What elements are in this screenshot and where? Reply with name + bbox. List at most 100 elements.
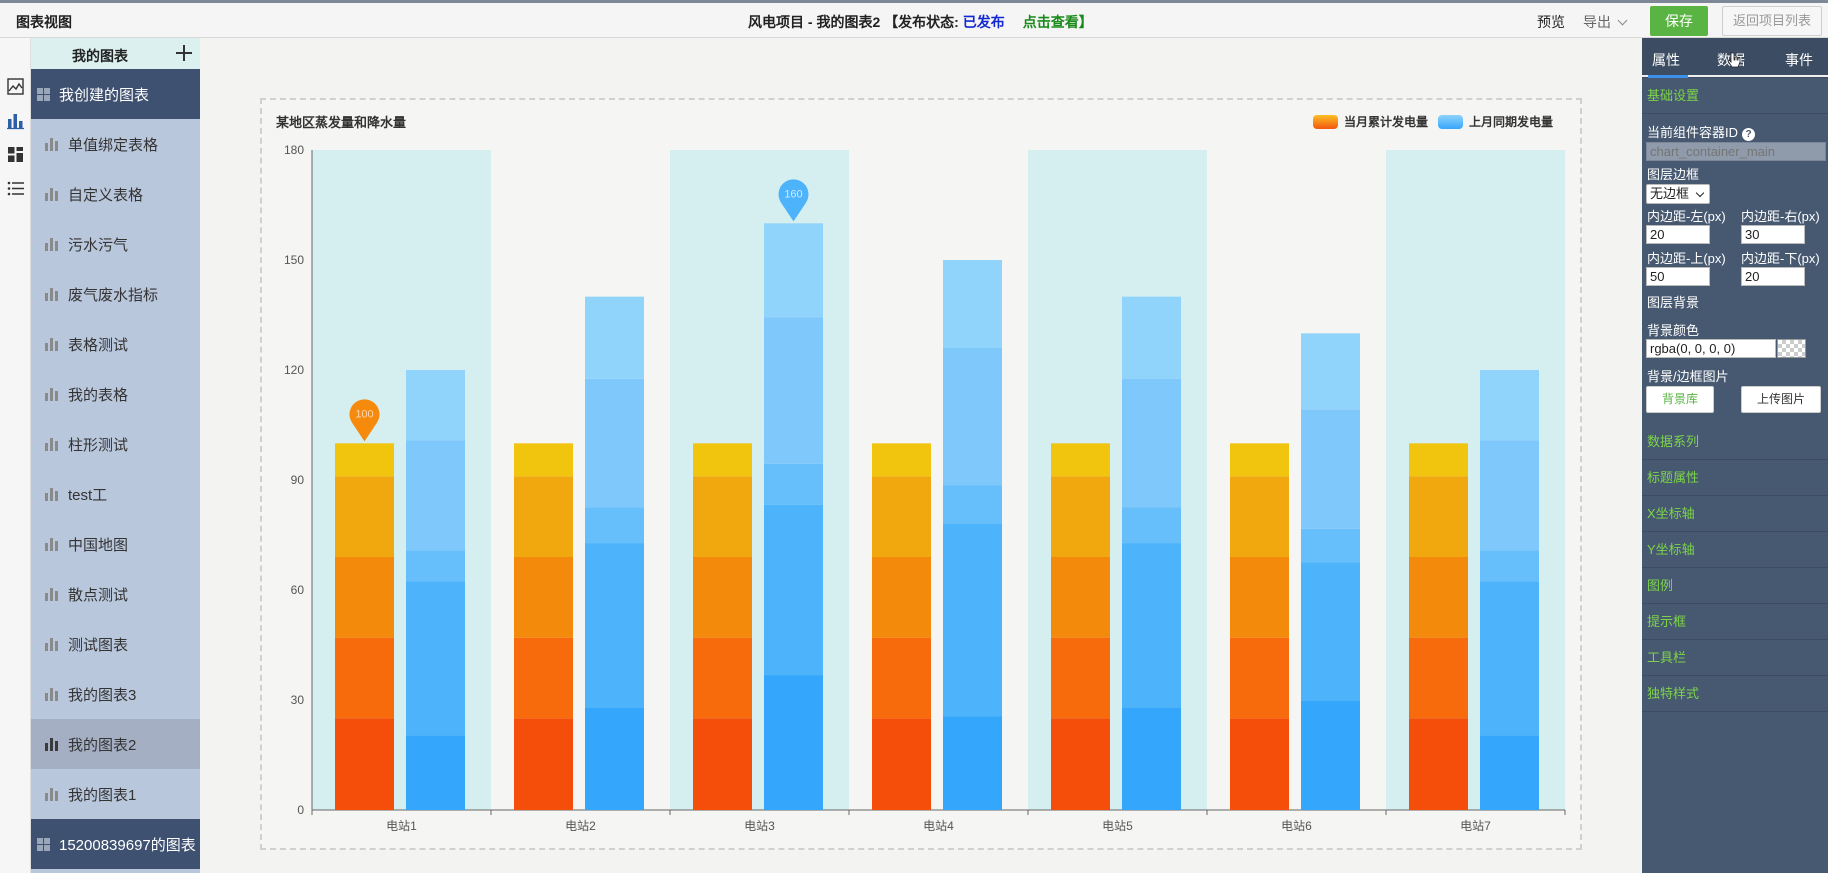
group-other-user-charts[interactable]: 15200839697的图表	[31, 819, 200, 869]
chart-list-item[interactable]: 我的图表2	[31, 719, 200, 769]
section-title-properties[interactable]: 标题属性	[1642, 460, 1828, 496]
bar-series-1[interactable]	[872, 443, 931, 810]
marker-pin[interactable]	[778, 179, 809, 222]
project-title: 风电项目 - 我的图表2 【发布状态: 已发布 点击查看】	[748, 12, 1093, 32]
chart-list-item[interactable]: 我的图表1	[31, 769, 200, 819]
bar-series-2[interactable]	[943, 260, 1002, 810]
bar-segment	[1122, 296, 1181, 379]
legend-item-series-2[interactable]: 上月同期发电量	[1438, 113, 1553, 130]
bar-segment	[872, 637, 931, 719]
chart-list-item[interactable]: 单值绑定表格	[31, 119, 200, 169]
y-tick-label: 120	[284, 363, 304, 377]
bar-series-1[interactable]	[1409, 443, 1468, 810]
group-my-created-charts[interactable]: 我创建的图表	[31, 69, 200, 119]
marker-label: 100	[355, 408, 373, 420]
group-label: 我创建的图表	[59, 86, 150, 104]
chart-list-item[interactable]: test工	[31, 469, 200, 519]
image-icon[interactable]	[5, 76, 26, 97]
bar-chart-icon	[45, 187, 59, 201]
color-picker-swatch[interactable]	[1777, 339, 1806, 358]
save-button[interactable]: 保存	[1650, 6, 1708, 36]
chart-list-item[interactable]: 我的表格	[31, 369, 200, 419]
bar-series-2[interactable]	[585, 296, 644, 810]
section-basic-settings[interactable]: 基础设置	[1642, 78, 1828, 114]
chart-list-item[interactable]: 散点测试	[31, 569, 200, 619]
y-tick-label: 30	[291, 693, 305, 707]
chart-list-item[interactable]: 表格测试	[31, 319, 200, 369]
tab-properties[interactable]: 属性	[1652, 52, 1680, 68]
bar-chart-icon	[45, 137, 59, 151]
view-link[interactable]: 点击查看】	[1022, 14, 1093, 30]
chart-list-title: 我的图表	[72, 48, 128, 64]
section-data-series[interactable]: 数据系列	[1642, 424, 1828, 460]
back-to-projects-button[interactable]: 返回项目列表	[1722, 6, 1822, 36]
chart-list-item[interactable]: 柱形测试	[31, 419, 200, 469]
section-legend[interactable]: 图例	[1642, 568, 1828, 604]
container-id-input[interactable]	[1646, 142, 1826, 161]
list-icon[interactable]	[5, 178, 26, 199]
bar-chart-icon	[45, 587, 59, 601]
bar-segment	[693, 557, 752, 638]
chart-list-item[interactable]: 我的图表3	[31, 669, 200, 719]
bar-chart-icon	[45, 637, 59, 651]
padding-top-input[interactable]	[1646, 267, 1710, 286]
padding-bottom-label: 内边距-下(px)	[1741, 251, 1820, 266]
bar-segment	[764, 463, 823, 505]
add-chart-icon[interactable]	[174, 43, 194, 63]
chart-list-item[interactable]: 测试图表	[31, 619, 200, 669]
chart-container[interactable]: 某地区蒸发量和降水量 当月累计发电量 上月同期发电量 0 30 60 90 120 150…	[260, 98, 1582, 850]
properties-tabs: 属性 数据 事件	[1642, 38, 1828, 78]
bar-series-1[interactable]	[1051, 443, 1110, 810]
bar-series-1[interactable]	[1230, 443, 1289, 810]
bar-series-1[interactable]	[335, 443, 394, 810]
bar-series-1[interactable]	[514, 443, 573, 810]
section-toolbar[interactable]: 工具栏	[1642, 640, 1828, 676]
upload-image-button[interactable]: 上传图片	[1741, 386, 1821, 413]
help-icon[interactable]: ?	[1742, 128, 1756, 141]
bar-series-2[interactable]	[764, 223, 823, 810]
tab-events[interactable]: 事件	[1785, 52, 1813, 68]
properties-panel: 属性 数据 事件 基础设置 当前组件容器ID? 图层边框 无边框 内边距-左(p…	[1642, 38, 1828, 873]
chart-list-item-label: 自定义表格	[68, 186, 144, 204]
bar-chart-icon	[45, 487, 59, 501]
padding-right-input[interactable]	[1741, 225, 1805, 244]
bar-series-2[interactable]	[1480, 370, 1539, 810]
background-library-button[interactable]: 背景库	[1646, 386, 1714, 413]
bar-series-2[interactable]	[1122, 296, 1181, 810]
chart-list-item[interactable]: 污水污气	[31, 219, 200, 269]
padding-bottom-input[interactable]	[1741, 267, 1805, 286]
chart-plot: 0 30 60 90 120 150 180 电站1 电站2 电站3 电站4 电站5 电站6 电站7 100…	[284, 143, 1566, 833]
background-color-input[interactable]	[1646, 339, 1776, 358]
padding-right-label: 内边距-右(px)	[1741, 209, 1820, 224]
bar-segment	[764, 317, 823, 464]
section-special-style[interactable]: 独特样式	[1642, 676, 1828, 712]
marker-pin[interactable]	[349, 399, 380, 442]
legend-item-series-1[interactable]: 当月累计发电量	[1313, 113, 1428, 130]
export-dropdown[interactable]: 导出	[1583, 12, 1628, 32]
chart-list-item[interactable]: 自定义表格	[31, 169, 200, 219]
chart-list-item[interactable]: 中国地图	[31, 519, 200, 569]
section-y-axis[interactable]: Y坐标轴	[1642, 532, 1828, 568]
chart-list-item[interactable]: 废气废水指标	[31, 269, 200, 319]
legend-swatch-orange	[1313, 114, 1338, 129]
bar-chart-icon[interactable]	[5, 110, 26, 131]
chart-list-item-label: 我的表格	[68, 386, 129, 404]
y-tick-label: 180	[284, 143, 304, 157]
bar-series-2[interactable]	[406, 370, 465, 810]
grid-icon	[37, 837, 50, 851]
preview-button[interactable]: 预览	[1537, 14, 1565, 30]
section-tooltip[interactable]: 提示框	[1642, 604, 1828, 640]
padding-left-input[interactable]	[1646, 225, 1710, 244]
bar-segment	[693, 637, 752, 719]
bar-segment	[943, 716, 1002, 810]
border-select[interactable]: 无边框	[1646, 184, 1710, 204]
section-x-axis[interactable]: X坐标轴	[1642, 496, 1828, 532]
bar-series-2[interactable]	[1301, 333, 1360, 810]
dashboard-icon[interactable]	[5, 144, 26, 165]
bar-chart-icon	[45, 437, 59, 451]
bar-segment	[1051, 718, 1110, 810]
bar-segment	[1230, 637, 1289, 719]
bar-segment	[1230, 557, 1289, 638]
chart-list-item-label: 柱形测试	[68, 436, 129, 454]
bar-series-1[interactable]	[693, 443, 752, 810]
